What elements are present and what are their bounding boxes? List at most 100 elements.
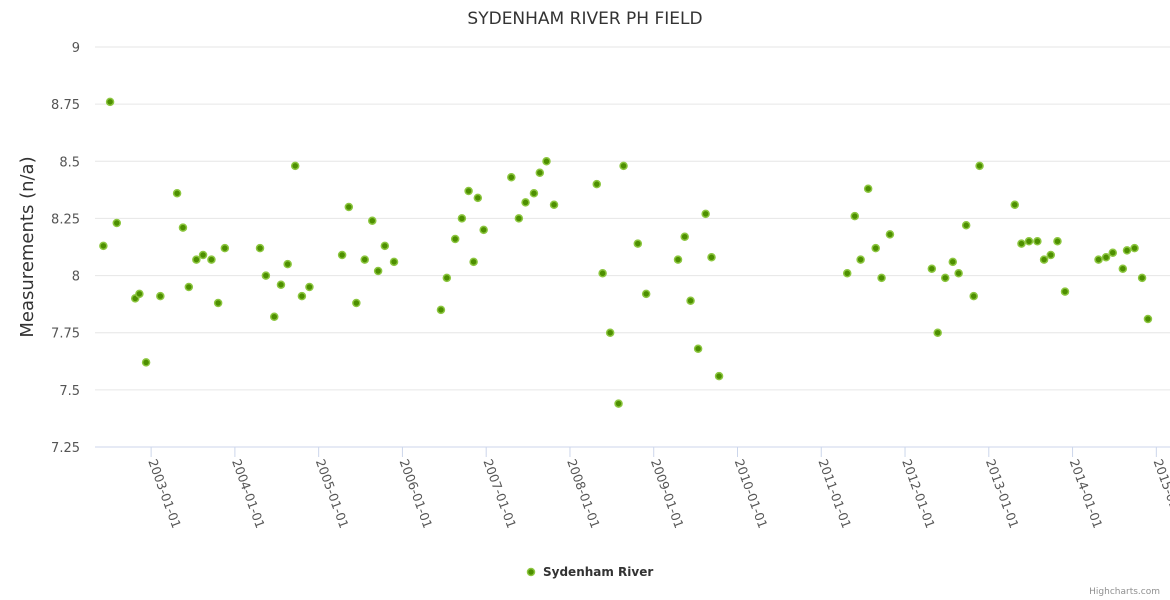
data-point[interactable]: [368, 216, 377, 225]
data-point[interactable]: [290, 161, 300, 171]
data-point[interactable]: [598, 269, 607, 278]
data-point[interactable]: [927, 264, 937, 273]
data-point[interactable]: [1118, 264, 1128, 273]
data-point[interactable]: [529, 189, 539, 198]
data-point[interactable]: [184, 282, 194, 292]
data-point[interactable]: [344, 202, 354, 212]
data-point[interactable]: [877, 273, 886, 283]
data-point[interactable]: [305, 282, 314, 292]
data-point[interactable]: [1143, 314, 1153, 324]
data-point[interactable]: [473, 193, 483, 203]
data-point[interactable]: [207, 255, 216, 264]
data-point[interactable]: [842, 269, 852, 278]
data-point[interactable]: [507, 173, 516, 182]
data-point[interactable]: [276, 280, 286, 289]
data-point[interactable]: [961, 221, 971, 230]
data-point[interactable]: [373, 266, 383, 276]
data-point[interactable]: [680, 232, 689, 241]
y-tick-label: 8: [72, 270, 80, 285]
data-point[interactable]: [871, 243, 880, 253]
data-point[interactable]: [673, 255, 683, 264]
data-point[interactable]: [337, 250, 347, 260]
data-point[interactable]: [198, 250, 208, 260]
data-point[interactable]: [605, 328, 615, 337]
legend-item-sydenham-river[interactable]: Sydenham River: [526, 565, 654, 579]
data-point[interactable]: [693, 344, 703, 353]
data-point[interactable]: [112, 218, 122, 228]
data-point[interactable]: [863, 184, 873, 193]
data-point[interactable]: [99, 241, 108, 251]
x-tick-label: 2010-01-01: [732, 457, 771, 530]
data-point[interactable]: [1024, 237, 1034, 246]
data-point[interactable]: [261, 271, 271, 280]
data-point[interactable]: [1122, 246, 1132, 255]
data-point[interactable]: [1094, 255, 1103, 264]
data-point[interactable]: [969, 291, 978, 301]
data-point[interactable]: [619, 161, 628, 171]
data-point[interactable]: [1101, 253, 1111, 262]
data-point[interactable]: [283, 259, 292, 269]
data-point[interactable]: [954, 269, 963, 278]
data-point[interactable]: [156, 291, 165, 301]
y-tick-label: 7.5: [59, 384, 80, 399]
data-point[interactable]: [521, 198, 530, 207]
data-point[interactable]: [360, 255, 369, 264]
data-point[interactable]: [975, 161, 984, 171]
data-point[interactable]: [1053, 237, 1062, 246]
data-point[interactable]: [1137, 273, 1147, 283]
data-point[interactable]: [297, 291, 307, 301]
data-point[interactable]: [856, 255, 865, 264]
x-tick-label: 2007-01-01: [480, 457, 519, 530]
data-point[interactable]: [380, 241, 390, 251]
data-point[interactable]: [442, 273, 452, 283]
data-point[interactable]: [633, 239, 643, 248]
data-point[interactable]: [436, 305, 446, 315]
data-point[interactable]: [450, 234, 460, 244]
data-point[interactable]: [1060, 287, 1070, 296]
data-point[interactable]: [1046, 250, 1056, 260]
chart-title: SYDENHAM RIVER PH FIELD: [467, 9, 702, 29]
data-point[interactable]: [641, 289, 651, 299]
data-point[interactable]: [213, 298, 223, 308]
data-point[interactable]: [469, 257, 478, 267]
data-point[interactable]: [549, 200, 559, 209]
data-point[interactable]: [270, 312, 279, 321]
data-point[interactable]: [1017, 239, 1026, 248]
data-point[interactable]: [714, 371, 724, 381]
data-point[interactable]: [464, 186, 473, 196]
credits-link[interactable]: Highcharts.com: [1089, 587, 1160, 597]
data-point[interactable]: [457, 214, 467, 223]
data-point[interactable]: [141, 358, 151, 367]
data-point[interactable]: [850, 211, 860, 221]
data-point[interactable]: [933, 328, 942, 337]
data-point[interactable]: [192, 255, 201, 264]
data-point[interactable]: [948, 257, 958, 267]
data-point[interactable]: [255, 243, 265, 253]
x-tick-label: 2009-01-01: [648, 457, 687, 530]
data-point[interactable]: [614, 399, 623, 408]
data-point[interactable]: [514, 214, 524, 223]
data-point[interactable]: [940, 273, 950, 283]
data-point[interactable]: [389, 257, 399, 267]
data-point[interactable]: [1033, 237, 1042, 246]
data-point[interactable]: [220, 243, 230, 253]
data-point[interactable]: [352, 298, 361, 308]
data-point[interactable]: [542, 157, 551, 166]
data-point[interactable]: [135, 289, 144, 299]
data-point[interactable]: [105, 97, 115, 107]
data-point[interactable]: [701, 209, 710, 219]
data-point[interactable]: [1108, 248, 1118, 257]
data-point[interactable]: [686, 296, 695, 305]
data-point[interactable]: [479, 225, 488, 235]
y-tick-label: 7.25: [51, 441, 80, 456]
data-point[interactable]: [1010, 200, 1020, 209]
data-point[interactable]: [885, 230, 895, 239]
data-point[interactable]: [1039, 255, 1049, 264]
data-point[interactable]: [535, 168, 545, 177]
data-point[interactable]: [1130, 243, 1139, 253]
data-point[interactable]: [172, 189, 182, 198]
data-point[interactable]: [707, 253, 716, 262]
data-point[interactable]: [178, 223, 188, 232]
data-point[interactable]: [592, 179, 602, 189]
